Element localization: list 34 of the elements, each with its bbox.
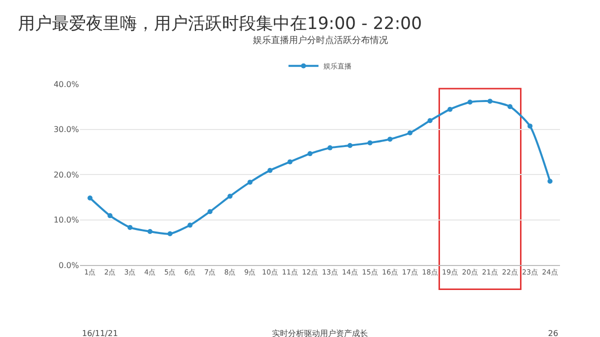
point — [208, 209, 212, 214]
point — [188, 222, 192, 228]
point — [308, 151, 312, 156]
point — [548, 178, 552, 184]
y-tick-label: 0.0% — [58, 260, 80, 270]
point — [228, 194, 232, 199]
point — [88, 196, 92, 201]
point — [328, 145, 332, 150]
point — [288, 159, 292, 164]
point — [528, 124, 532, 129]
point — [468, 100, 472, 105]
text: 26 — [548, 329, 558, 337]
point — [248, 180, 252, 185]
point — [388, 136, 392, 142]
point — [488, 98, 492, 104]
point — [268, 168, 272, 173]
chart-subtitle: 娱乐直播用户分时点活跃分布情况 — [253, 35, 388, 46]
point — [368, 140, 372, 146]
point — [508, 104, 512, 110]
chart-title: 用户最爱夜里嗨，用户活跃时段集中在19:00 - 22:00 — [18, 14, 422, 34]
text: 16/11/21 — [82, 329, 118, 337]
point — [128, 224, 132, 230]
point — [348, 143, 352, 148]
point — [108, 213, 112, 218]
y-tick-label: 40.0% — [54, 80, 80, 89]
y-tick-label: 20.0% — [54, 170, 80, 180]
y-tick-label: 10.0% — [54, 216, 80, 225]
text: 实时分析驱动用户资产成长 — [272, 329, 368, 337]
point — [148, 229, 152, 234]
point — [448, 106, 452, 112]
point — [408, 130, 412, 136]
point — [168, 231, 172, 236]
point — [428, 118, 432, 124]
y-tick-label: 30.0% — [54, 125, 80, 134]
